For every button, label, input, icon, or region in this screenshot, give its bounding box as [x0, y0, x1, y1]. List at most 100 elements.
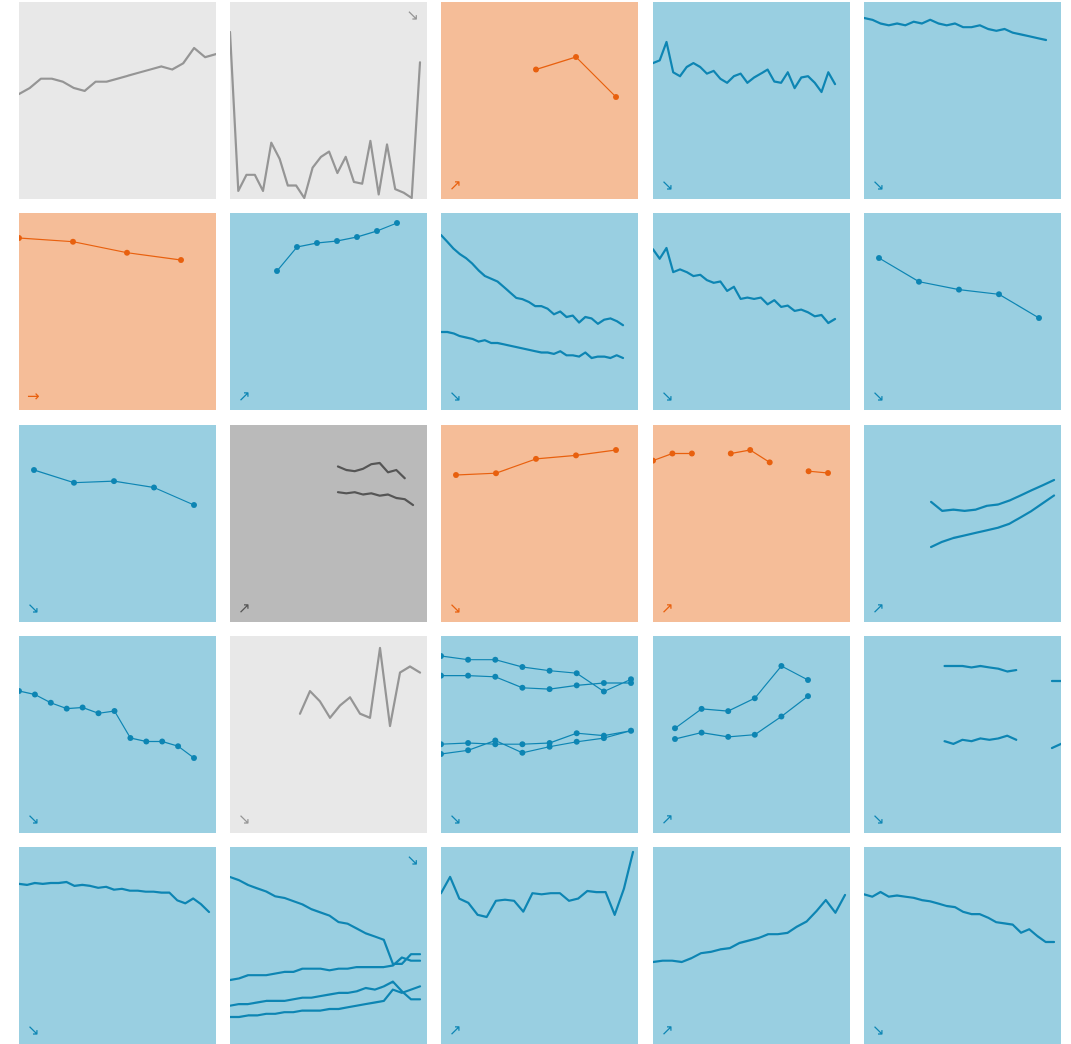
trend-arrow-icon: → — [27, 387, 40, 405]
data-point — [613, 94, 619, 100]
data-point — [70, 238, 76, 245]
data-point — [274, 268, 280, 274]
data-point — [492, 656, 499, 663]
data-point — [111, 478, 117, 485]
sparkline-plot — [19, 46, 216, 96]
sparkline-plot — [929, 478, 1056, 549]
trend-arrow-icon: ↘ — [238, 810, 251, 828]
trend-arrow-icon: ↘ — [872, 176, 885, 194]
series-line-0-2 — [808, 470, 829, 474]
sparkline-tile-r3c3: ↘ — [441, 425, 638, 622]
sparkline-plot — [864, 890, 1056, 944]
data-point — [159, 738, 166, 745]
sparkline-tile-r4c1: ↘ — [19, 636, 216, 833]
data-point — [1036, 315, 1042, 321]
data-point — [441, 653, 444, 659]
sparkline-tile-r4c2: ↘ — [230, 636, 427, 833]
data-point — [19, 688, 22, 694]
series-line-0-0 — [653, 40, 837, 94]
data-point — [294, 244, 300, 250]
data-point — [95, 710, 102, 717]
series-line-0-0 — [33, 469, 195, 506]
data-point — [672, 736, 678, 742]
data-point — [492, 673, 499, 680]
sparkline-tile-r4c3: ↘ — [441, 636, 638, 833]
data-point — [63, 705, 70, 712]
data-point — [519, 684, 526, 691]
trend-arrow-icon: ↘ — [406, 6, 419, 24]
data-point — [669, 450, 676, 457]
series-line-0-0 — [864, 890, 1056, 944]
sparkline-tile-r5c2: ↘ — [230, 847, 427, 1044]
series-line-0-0 — [653, 246, 837, 325]
data-point — [725, 708, 732, 715]
sparkline-tile-r5c4: ↗ — [653, 847, 850, 1044]
trend-arrow-icon: ↘ — [27, 599, 40, 617]
series-line-0-0 — [19, 46, 216, 96]
data-point — [31, 691, 38, 698]
trend-arrow-icon: ↘ — [27, 810, 40, 828]
sparkline-plot — [653, 40, 837, 94]
trend-arrow-icon: ↘ — [449, 387, 462, 405]
sparkline-plot — [19, 235, 184, 263]
sparkline-tile-r1c4: ↘ — [653, 2, 850, 199]
data-point — [374, 228, 380, 234]
data-point — [334, 238, 340, 244]
data-point — [465, 747, 472, 754]
sparkline-tile-r4c4: ↗ — [653, 636, 850, 833]
data-point — [127, 735, 134, 741]
series-line-0-0 — [19, 880, 211, 914]
series-line-0-0 — [230, 875, 422, 966]
data-point — [465, 656, 472, 663]
sparkline-tile-r2c1: → — [19, 213, 216, 410]
trend-arrow-icon: ↘ — [661, 387, 674, 405]
series-line-0-0 — [864, 16, 1048, 42]
sparkline-tile-r1c5: ↘ — [864, 2, 1061, 199]
sparkline-tile-r5c5: ↘ — [864, 847, 1061, 1044]
series-line-0-0 — [455, 449, 617, 476]
series-line-3-0 — [441, 730, 632, 755]
series-line-2-0 — [230, 980, 422, 1007]
data-point — [573, 738, 580, 745]
series-line-0-0 — [441, 655, 632, 693]
trend-arrow-icon: ↘ — [872, 1021, 885, 1039]
data-point — [996, 291, 1002, 298]
sparkline-plot — [653, 246, 837, 325]
data-point — [573, 670, 580, 677]
sparkline-plot — [672, 663, 811, 742]
sparkline-plot — [864, 16, 1048, 42]
data-point — [533, 455, 539, 462]
data-point — [492, 737, 499, 744]
sparkline-tile-r3c1: ↘ — [19, 425, 216, 622]
data-point — [628, 680, 634, 686]
sparkline-tile-r5c1: ↘ — [19, 847, 216, 1044]
data-point — [956, 286, 962, 293]
data-point — [453, 472, 459, 478]
data-point — [573, 682, 580, 689]
sparkline-tile-r3c2: ↗ — [230, 425, 427, 622]
data-point — [493, 470, 499, 477]
data-point — [31, 467, 37, 473]
series-line-0-0 — [535, 56, 617, 98]
series-line-1-0 — [441, 674, 632, 690]
series-line-1-1 — [1050, 742, 1061, 750]
data-point — [519, 741, 526, 748]
data-point — [546, 667, 553, 674]
sparkline-tile-r2c3: ↘ — [441, 213, 638, 410]
sparkline-plot — [336, 461, 415, 507]
trend-arrow-icon: ↗ — [661, 810, 674, 828]
trend-arrow-icon: ↘ — [661, 176, 674, 194]
data-point — [441, 672, 444, 679]
sparkline-plot — [653, 893, 847, 964]
data-point — [178, 257, 184, 263]
data-point — [876, 255, 882, 261]
data-point — [354, 234, 360, 240]
data-point — [805, 468, 812, 475]
series-line-0-0 — [929, 478, 1056, 513]
data-point — [151, 484, 157, 491]
series-line-0-0 — [19, 237, 182, 261]
series-line-0-0 — [653, 893, 847, 964]
series-line-0-0 — [441, 233, 625, 327]
data-point — [111, 708, 118, 714]
